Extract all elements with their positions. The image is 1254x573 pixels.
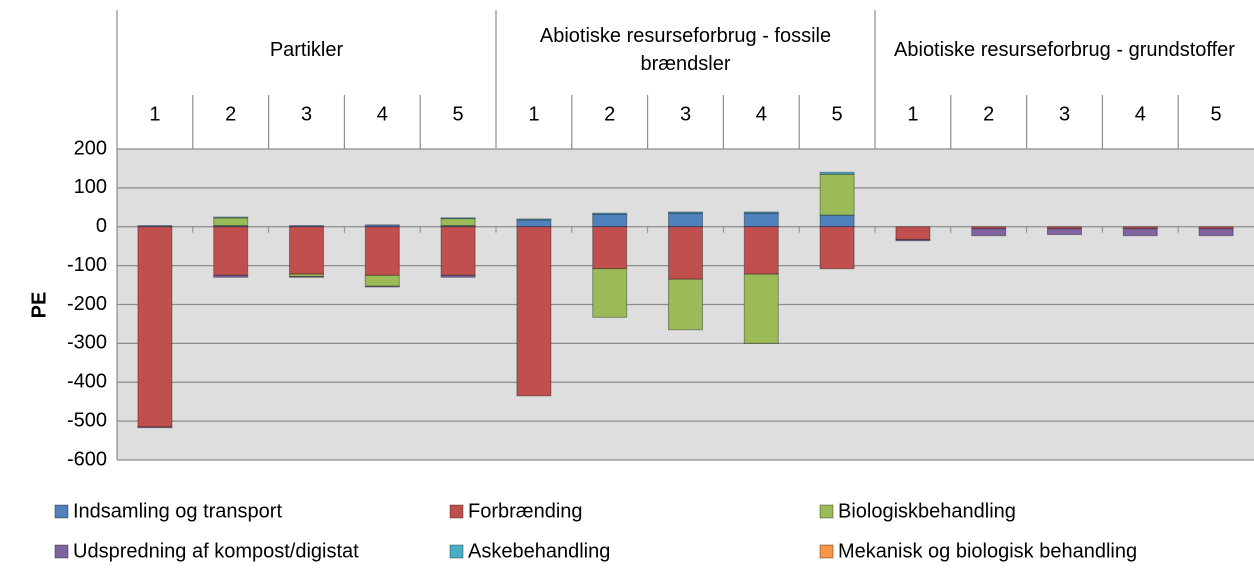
y-tick-label: -100: [67, 254, 107, 276]
bar-segment: [213, 216, 249, 219]
x-tick-label: 1: [528, 103, 539, 125]
bar-segment: [668, 278, 703, 331]
legend-swatch: [819, 544, 834, 559]
legend-swatch: [54, 504, 69, 519]
legend-label: Biologiskbehandling: [838, 500, 1016, 522]
bar-segment: [592, 213, 628, 228]
bar-segment: [213, 274, 249, 278]
bar-segment: [819, 173, 855, 216]
bar-segment: [289, 226, 324, 275]
x-tick-label: 1: [907, 103, 918, 125]
legend-label: Indsamling og transport: [73, 500, 282, 522]
bar-segment: [440, 217, 476, 220]
x-tick-label: 3: [1059, 103, 1070, 125]
legend-swatch: [449, 544, 464, 559]
x-tick-label: 3: [301, 103, 312, 125]
x-tick-label: 5: [453, 103, 464, 125]
bar-segment: [592, 226, 628, 270]
bar-segment: [289, 276, 324, 278]
legend-swatch: [449, 504, 464, 519]
bar-segment: [440, 226, 476, 276]
bar-segment: [819, 171, 855, 175]
x-tick-label: 4: [377, 103, 388, 125]
group-label: Abiotiske resurseforbrug - grundstoffer: [894, 39, 1235, 61]
bar-segment: [895, 239, 931, 242]
bar-segment: [516, 226, 552, 397]
legend-swatch: [819, 504, 834, 519]
group-label: Partikler: [269, 39, 344, 61]
x-tick-label: 4: [756, 103, 767, 125]
y-tick-label: -300: [67, 332, 107, 354]
y-tick-label: -500: [67, 409, 107, 431]
bar-segment: [1047, 228, 1082, 236]
bar-segment: [364, 226, 400, 276]
bar-segment: [440, 218, 476, 227]
x-tick-label: 5: [1211, 103, 1222, 125]
y-tick-label: 200: [74, 137, 107, 159]
y-axis-label: PE: [28, 292, 50, 319]
legend-swatch: [54, 544, 69, 559]
bar-segment: [743, 212, 779, 228]
bar-segment: [743, 226, 779, 275]
bar-segment: [743, 211, 779, 214]
bar-segment: [592, 268, 628, 318]
bar-segment: [743, 273, 779, 344]
bar-segment: [668, 211, 703, 214]
x-tick-label: 2: [604, 103, 615, 125]
x-tick-label: 3: [680, 103, 691, 125]
x-tick-label: 1: [149, 103, 160, 125]
bar-segment: [819, 226, 855, 270]
bar-segment: [971, 228, 1007, 237]
legend-label: Udspredning af kompost/digistat: [73, 540, 359, 562]
bar-segment: [213, 217, 249, 227]
y-tick-label: -400: [67, 371, 107, 393]
bar-segment: [364, 285, 400, 288]
legend-label: Askebehandling: [468, 540, 610, 562]
bar-segment: [592, 212, 628, 215]
x-tick-label: 5: [832, 103, 843, 125]
bar-segment: [895, 226, 931, 241]
bar-segment: [440, 274, 476, 278]
y-tick-label: 100: [74, 176, 107, 198]
y-tick-label: -600: [67, 448, 107, 470]
bar-segment: [213, 226, 249, 276]
bar-segment: [289, 273, 324, 278]
bar-segment: [137, 426, 173, 429]
bar-segment: [1198, 228, 1234, 237]
legend-label: Mekanisk og biologisk behandling: [838, 540, 1137, 562]
bar-segment: [516, 218, 552, 221]
x-tick-label: 2: [983, 103, 994, 125]
bar-segment: [668, 212, 703, 228]
bar-segment: [364, 274, 400, 287]
y-tick-label: -200: [67, 293, 107, 315]
bar-segment: [1122, 228, 1158, 237]
y-tick-label: 0: [96, 215, 107, 237]
bar-segment: [819, 214, 855, 228]
bar-segment: [668, 226, 703, 280]
bar-segment: [516, 219, 552, 228]
x-tick-label: 2: [225, 103, 236, 125]
group-label: Abiotiske resurseforbrug - fossile brænd…: [539, 25, 832, 75]
legend-label: Forbrænding: [468, 500, 583, 522]
x-tick-label: 4: [1135, 103, 1146, 125]
bar-segment: [137, 226, 173, 428]
